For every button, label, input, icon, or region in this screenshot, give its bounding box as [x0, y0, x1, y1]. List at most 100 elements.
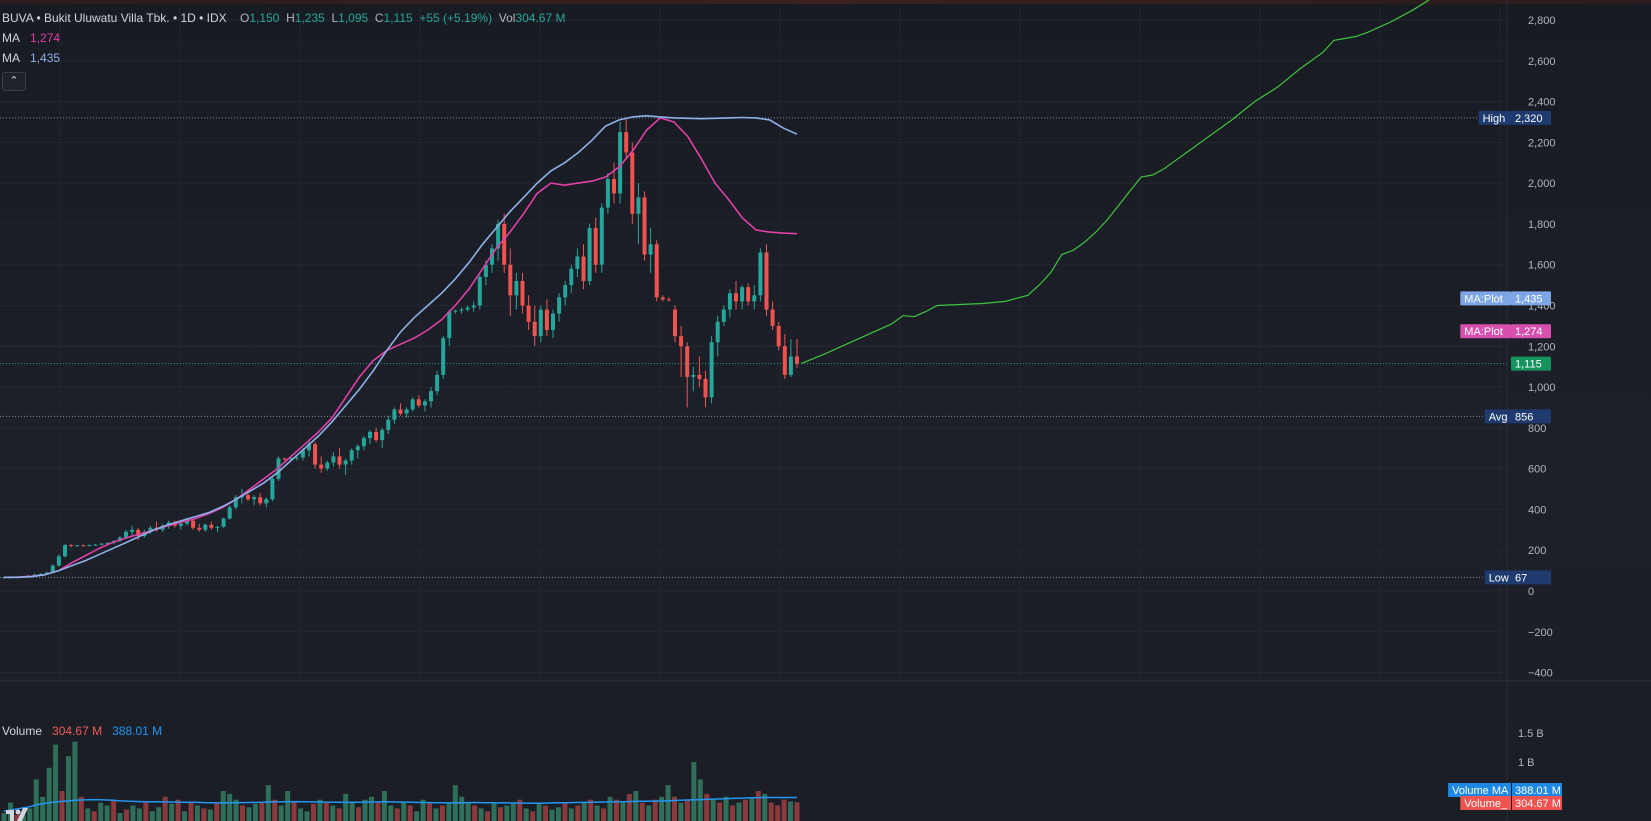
volume-bar — [259, 802, 265, 821]
volume-bar — [298, 808, 304, 821]
price-tag-value: 1,435 — [1515, 293, 1543, 305]
low-value: 1,095 — [338, 11, 369, 25]
candle-body — [727, 293, 732, 310]
price-axis[interactable]: −400−20002004006008001,0001,2001,4001,60… — [1528, 15, 1556, 680]
volume-bar — [717, 802, 723, 821]
ma-layer — [3, 114, 798, 579]
candle-body — [429, 391, 433, 402]
vol-label: Vol — [498, 11, 516, 25]
candle-body — [551, 313, 555, 330]
candle-body — [416, 399, 421, 406]
volume-bar — [407, 805, 413, 821]
ma-slow-line — [4, 114, 798, 579]
volume-bar — [562, 802, 568, 821]
price-axis-tick: 800 — [1528, 423, 1546, 435]
volume-bar — [1, 813, 7, 821]
volume-bar — [343, 793, 349, 821]
candles-layer[interactable] — [2, 117, 799, 579]
candle-body — [563, 285, 568, 298]
volume-bar — [20, 815, 26, 821]
candle-body — [447, 311, 452, 339]
candle-body — [599, 207, 604, 265]
volume-bar — [104, 805, 110, 821]
volume-bar — [272, 799, 278, 821]
candle-body — [93, 544, 98, 546]
volume-bar — [368, 796, 374, 821]
volume-bar — [530, 811, 536, 821]
candle-body — [496, 223, 501, 249]
candle-body — [246, 495, 250, 500]
candle-body — [740, 287, 745, 302]
volume-ma-value: 388.01 M — [112, 724, 163, 738]
volume-bar — [672, 796, 678, 821]
price-tag-label: High — [1483, 113, 1506, 125]
candle-body — [709, 342, 714, 398]
candle-body — [673, 309, 677, 337]
candle-body — [776, 325, 781, 347]
ma2-legend[interactable]: MA 1,435 — [2, 50, 60, 66]
volume-bar — [742, 799, 748, 821]
low-label: L — [331, 11, 339, 25]
volume-bar — [336, 808, 342, 821]
ma1-legend[interactable]: MA 1,274 — [2, 30, 60, 46]
ma1-value: 1,274 — [30, 31, 61, 45]
price-axis-tick: −400 — [1528, 668, 1553, 680]
volume-bar — [156, 807, 162, 821]
price-tag-value: 1,115 — [1515, 359, 1542, 371]
volume-bar — [117, 813, 123, 821]
volume-bar — [388, 805, 394, 821]
symbol-legend[interactable]: BUVA • Bukit Uluwatu Villa Tbk. • 1D • I… — [2, 10, 565, 26]
volume-bar — [459, 796, 465, 821]
candle-body — [581, 256, 586, 282]
volume-tag: 388.01 M Volume MA — [1448, 783, 1562, 797]
candle-body — [87, 545, 92, 547]
candle-body — [343, 460, 348, 465]
open-label: O — [240, 11, 250, 25]
candle-body — [459, 309, 464, 311]
candle-body — [282, 458, 287, 460]
candle-body — [178, 523, 183, 526]
price-tag: 2,320 High — [1478, 110, 1551, 125]
volume-bar — [381, 791, 387, 821]
candle-body — [215, 526, 220, 528]
volume-bar — [762, 793, 768, 821]
volume-bar — [143, 802, 149, 821]
price-tag: 67 Low — [1484, 570, 1551, 585]
volume-tag-value: 304.67 M — [1515, 798, 1561, 810]
price-tag-value-bg — [1511, 110, 1551, 125]
volume-bar — [149, 811, 155, 821]
volume-bar — [220, 791, 226, 821]
volume-bar — [53, 744, 59, 821]
price-tag: 1,435 MA:Plot — [1460, 291, 1551, 306]
volume-bar — [659, 796, 665, 821]
volume-value: 304.67 M — [52, 724, 103, 738]
candle-body — [575, 256, 580, 269]
collapse-legend-button[interactable]: ⌃ — [2, 72, 26, 91]
volume-legend[interactable]: Volume 304.67 M 388.01 M — [2, 723, 162, 739]
candle-body — [666, 299, 671, 301]
volume-bar — [678, 802, 684, 821]
volume-bar — [710, 799, 716, 821]
price-axis-tick: 1,200 — [1528, 341, 1556, 353]
volume-bar — [111, 799, 117, 821]
volume-bar — [555, 807, 561, 821]
volume-bar — [472, 805, 478, 821]
volume-bar — [478, 808, 484, 821]
candle-body — [477, 276, 482, 306]
volume-bar — [749, 797, 755, 821]
volume-bar — [227, 793, 233, 821]
candle-body — [319, 464, 324, 469]
price-tag-value: 67 — [1515, 572, 1527, 584]
volume-bar — [510, 803, 516, 821]
candle-body — [233, 497, 238, 508]
candle-body — [392, 409, 397, 420]
volume-bar — [188, 802, 194, 821]
symbol-title[interactable]: BUVA • Bukit Uluwatu Villa Tbk. • 1D • I… — [2, 11, 227, 25]
candle-body — [502, 223, 507, 265]
candle-body — [587, 228, 592, 282]
volume-bar — [246, 807, 252, 821]
tradingview-logo-icon[interactable] — [4, 804, 32, 821]
high-label: H — [286, 11, 295, 25]
candle-body — [441, 338, 446, 375]
